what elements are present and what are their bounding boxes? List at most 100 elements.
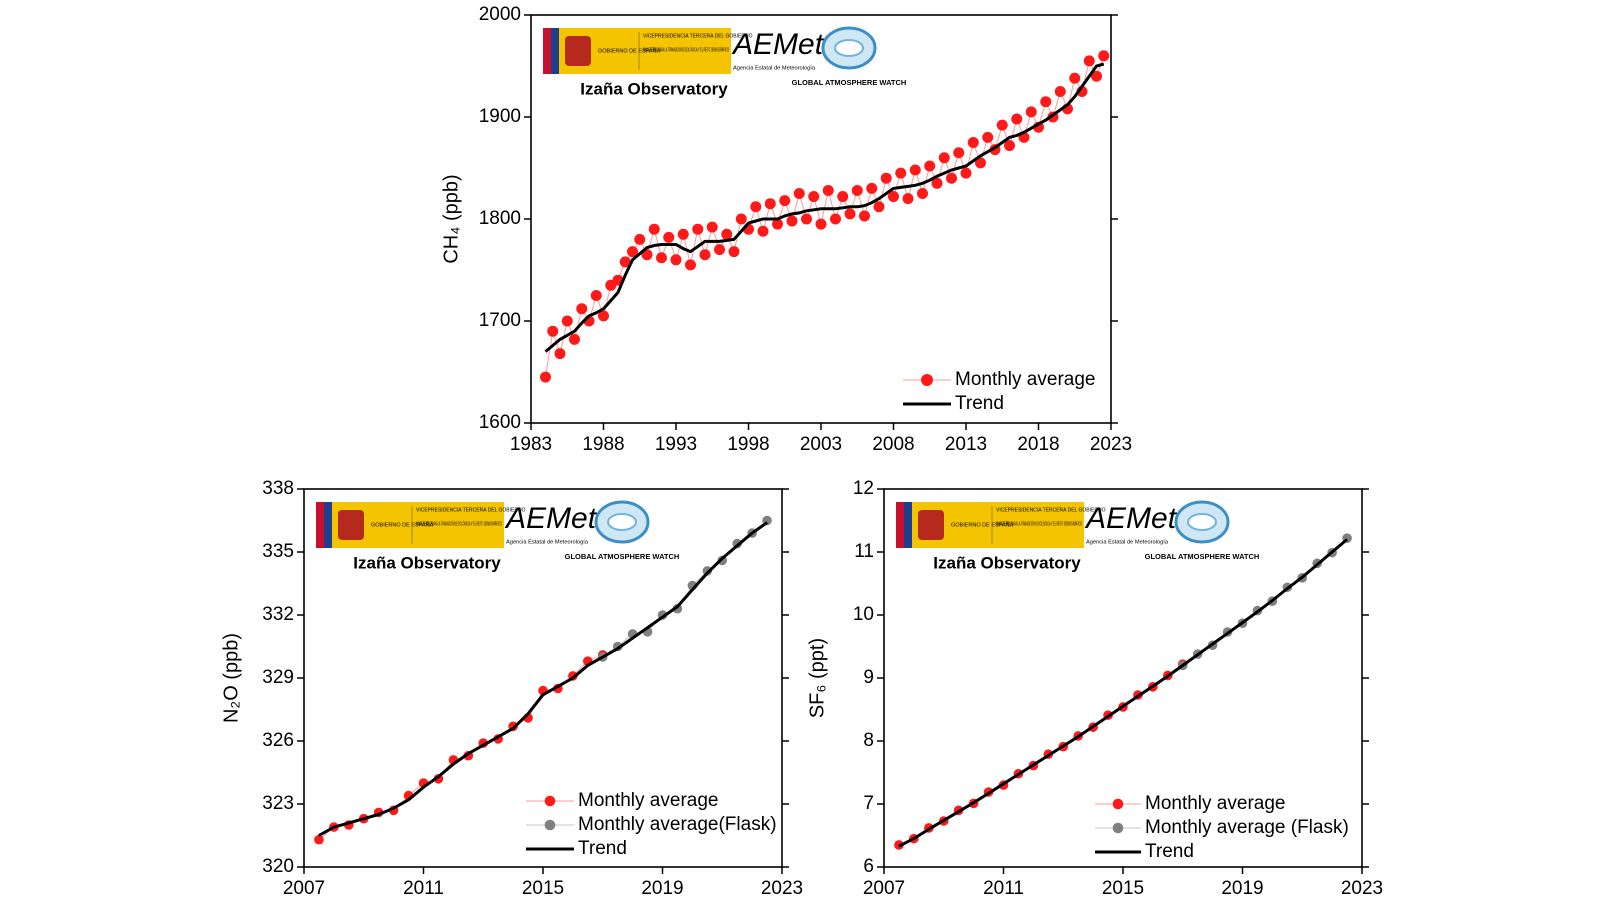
- data-point: [909, 164, 921, 176]
- data-point: [576, 303, 588, 315]
- series-line: [318, 654, 603, 841]
- logo-gaw: GLOBAL ATMOSPHERE WATCH: [565, 552, 680, 561]
- y-tick-label: 2000: [479, 4, 521, 25]
- data-point: [663, 231, 675, 243]
- x-tick-label: 2013: [945, 434, 987, 455]
- data-point: [931, 177, 943, 189]
- y-tick-label: 8: [863, 730, 874, 751]
- legend-marker: [921, 374, 933, 386]
- data-point: [1054, 86, 1066, 97]
- trend-line: [898, 538, 1349, 848]
- data-point: [656, 252, 667, 264]
- logo-min: MINISTERIO PARA LA TRANSICIÓN ECOLÓGICA …: [643, 46, 729, 53]
- plot-frame: [530, 14, 1112, 424]
- data-point: [735, 213, 747, 225]
- logo-flag-blue: [324, 502, 332, 548]
- data-point: [672, 603, 683, 614]
- data-point: [670, 254, 682, 266]
- data-point: [822, 184, 834, 196]
- data-point: [699, 249, 711, 261]
- y-axis-title: SF₆ (ppt): [806, 638, 828, 718]
- data-point: [851, 184, 863, 196]
- legend-marker: [1112, 822, 1124, 834]
- x-tick-label: 2015: [522, 878, 564, 899]
- data-point: [706, 221, 718, 233]
- y-tick-label: 1800: [479, 208, 521, 229]
- data-point: [873, 201, 885, 213]
- data-point: [1069, 72, 1081, 84]
- data-point: [946, 172, 957, 184]
- data-point: [1091, 70, 1102, 82]
- data-point: [648, 223, 660, 235]
- data-point: [902, 193, 914, 205]
- data-point: [721, 228, 733, 240]
- x-tick-label: 2019: [1221, 878, 1263, 899]
- data-point: [677, 228, 689, 240]
- data-point: [1083, 55, 1095, 67]
- data-point: [859, 210, 870, 222]
- y-axis-title: N₂O (ppb): [220, 633, 242, 723]
- data-point: [598, 310, 609, 322]
- data-point: [895, 167, 907, 179]
- x-tick-label: 2007: [283, 878, 325, 899]
- data-point: [953, 147, 965, 159]
- trend-line: [544, 62, 1105, 353]
- data-point: [888, 191, 899, 203]
- logo-shield: [918, 510, 944, 540]
- data-point: [728, 246, 740, 258]
- logo-gov: GOBIERNO DE ESPAÑA: [598, 47, 661, 54]
- y-tick-label: 1700: [479, 310, 521, 331]
- logo-shield: [565, 36, 591, 66]
- x-tick-label: 2015: [1102, 878, 1144, 899]
- annotation: Izaña Observatory: [353, 553, 501, 572]
- logo: GOBIERNO DE ESPAÑA VICEPRESIDENCIA TERCER…: [543, 26, 906, 87]
- data-point: [634, 233, 646, 245]
- plot-frame: [883, 488, 1363, 868]
- data-point: [547, 325, 559, 337]
- data-point: [975, 157, 986, 169]
- logo-aemet: AEMet: [1084, 502, 1178, 535]
- logo-vice: VICEPRESIDENCIA TERCERA DEL GOBIERNO: [416, 507, 526, 513]
- legend-label: Monthly average: [578, 790, 718, 811]
- data-point: [786, 215, 798, 227]
- data-point: [764, 198, 776, 210]
- data-point: [779, 195, 791, 207]
- logo-gaw-inner: [1187, 513, 1217, 531]
- legend-marker: [1112, 798, 1124, 810]
- data-point: [569, 333, 580, 345]
- y-tick-label: 10: [853, 604, 874, 625]
- data-point: [714, 244, 725, 256]
- y-tick-label: 9: [863, 667, 874, 688]
- legend-marker: [544, 819, 556, 831]
- x-tick-label: 2008: [872, 434, 914, 455]
- data-point: [866, 182, 878, 194]
- logo-flag-blue: [551, 28, 559, 74]
- legend-label: Monthly average (Flask): [1145, 817, 1349, 838]
- x-tick-label: 1983: [510, 434, 552, 455]
- data-point: [554, 348, 566, 360]
- x-tick-label: 2011: [403, 878, 444, 899]
- logo-min: MINISTERIO PARA LA TRANSICIÓN ECOLÓGICA …: [996, 520, 1082, 527]
- y-tick-label: 320: [262, 856, 294, 877]
- y-tick-label: 338: [262, 478, 294, 499]
- logo-aemet: AEMet: [504, 502, 598, 535]
- legend-label: Trend: [578, 838, 627, 859]
- data-point: [880, 172, 892, 184]
- legend-label: Trend: [1145, 841, 1194, 862]
- x-tick-label: 2018: [1017, 434, 1059, 455]
- x-tick-label: 1993: [655, 434, 697, 455]
- logo-vice: VICEPRESIDENCIA TERCERA DEL GOBIERNO: [996, 507, 1106, 513]
- annotation: Izaña Observatory: [933, 553, 1081, 572]
- y-tick-label: 11: [854, 541, 874, 562]
- logo-vice: VICEPRESIDENCIA TERCERA DEL GOBIERNO: [643, 33, 753, 39]
- logo: GOBIERNO DE ESPAÑA VICEPRESIDENCIA TERCER…: [316, 500, 680, 561]
- y-tick-label: 332: [262, 604, 294, 625]
- legend-label: Monthly average: [955, 369, 1095, 390]
- data-point: [1004, 140, 1015, 152]
- logo-flag-red: [543, 28, 551, 74]
- plot-frame: [303, 488, 783, 868]
- legend-label: Trend: [955, 393, 1004, 414]
- y-tick-label: 329: [262, 667, 294, 688]
- x-tick-label: 2023: [1090, 434, 1132, 455]
